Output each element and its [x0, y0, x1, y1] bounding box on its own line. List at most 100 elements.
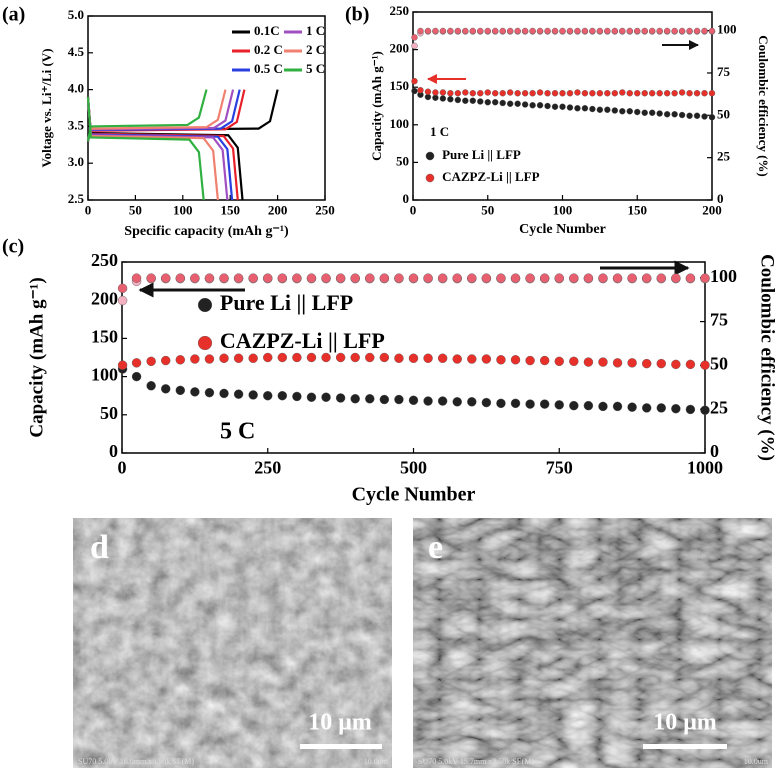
data-point — [447, 90, 454, 97]
data-point — [619, 27, 626, 35]
data-point — [190, 387, 200, 397]
data-point — [554, 356, 564, 367]
image-info-scale: 10.0um — [744, 757, 769, 766]
data-point — [554, 400, 564, 410]
data-point — [685, 404, 696, 415]
data-point — [292, 391, 302, 402]
data-point — [619, 108, 626, 115]
data-point — [611, 27, 619, 35]
plot-frame — [87, 15, 326, 201]
data-point — [627, 402, 637, 412]
data-point — [529, 27, 536, 35]
data-point — [686, 27, 693, 35]
legend-label: 0.1C — [254, 23, 280, 38]
sem-image-d: d 10 μm SU70 5.0kV 16.0mm x9.50k SE(M) 1… — [73, 518, 392, 768]
x-tick-label: 750 — [546, 457, 573, 477]
image-info: SU70 5.0kV 16.0mm x9.50k SE(M) — [78, 757, 194, 766]
data-point — [321, 273, 331, 283]
x-tick-label: 250 — [315, 203, 335, 218]
data-point — [611, 90, 619, 97]
data-point — [432, 89, 439, 96]
data-point — [417, 87, 424, 94]
panel-label: (b) — [345, 4, 369, 26]
data-point — [248, 353, 258, 363]
x-axis-label: Cycle Number — [352, 484, 476, 506]
data-point — [424, 27, 432, 35]
y2-tick-label: 25 — [717, 149, 731, 164]
y-tick-label: 3.5 — [68, 117, 85, 132]
data-point — [219, 273, 229, 283]
data-point — [439, 95, 447, 102]
image-label: e — [428, 529, 443, 566]
data-point — [569, 400, 579, 411]
data-point — [454, 90, 462, 97]
data-point — [612, 273, 623, 283]
data-point — [161, 355, 171, 366]
legend-swatch — [197, 335, 213, 351]
data-point — [596, 106, 604, 113]
data-point — [233, 353, 244, 363]
data-point — [510, 398, 521, 409]
legend-label: 0.2 C — [254, 42, 283, 57]
data-point — [394, 273, 404, 283]
image-info: SU70 5.0kV 15.7mm x3.50k SE(M) — [418, 757, 534, 766]
data-point — [161, 273, 171, 283]
data-point — [598, 273, 608, 283]
data-point — [469, 27, 476, 35]
data-point — [604, 90, 611, 97]
data-point — [452, 273, 462, 283]
legend-label: CAZPZ-Li || LFP — [442, 169, 540, 184]
data-point — [131, 371, 142, 382]
data-point — [481, 397, 492, 408]
data-point — [379, 352, 390, 363]
data-point — [417, 27, 424, 35]
y-tick-label: 4.5 — [68, 44, 85, 59]
data-point — [521, 90, 529, 97]
data-point — [649, 90, 656, 97]
data-point — [671, 27, 678, 35]
data-point — [462, 27, 469, 35]
data-point — [394, 394, 404, 405]
data-point — [477, 27, 484, 35]
data-point — [626, 27, 633, 35]
series-line — [86, 89, 235, 201]
data-point — [700, 405, 710, 415]
data-point — [544, 102, 551, 110]
data-point — [701, 27, 708, 35]
data-point — [529, 90, 536, 97]
x-axis-label: Cycle Number — [519, 222, 606, 237]
data-point — [496, 398, 506, 409]
data-point — [263, 391, 273, 401]
data-point — [554, 273, 564, 283]
data-point — [539, 399, 550, 409]
data-point — [536, 102, 544, 109]
data-point — [663, 111, 671, 118]
data-point — [581, 27, 589, 35]
data-point — [627, 273, 637, 283]
data-point — [589, 105, 596, 113]
data-point — [117, 283, 128, 293]
data-point — [559, 27, 566, 35]
data-point — [671, 111, 678, 118]
data-point — [506, 27, 514, 35]
data-point — [117, 295, 128, 306]
y-tick-label: 3.0 — [68, 154, 84, 169]
data-point — [642, 358, 652, 369]
legend-label: 1 C — [306, 23, 325, 38]
data-point — [574, 89, 581, 96]
data-point — [693, 90, 701, 97]
data-point — [365, 394, 375, 404]
data-point — [544, 27, 551, 35]
data-point — [708, 114, 716, 121]
y-tick-label: 50 — [100, 403, 118, 423]
data-point — [161, 384, 171, 394]
data-point — [566, 27, 574, 35]
data-point — [559, 90, 566, 97]
series-line — [86, 89, 279, 201]
data-point — [175, 355, 186, 365]
legend-swatch — [425, 151, 435, 161]
legend-label: 5 C — [306, 61, 325, 76]
data-point — [539, 355, 550, 366]
data-point — [469, 90, 476, 97]
y-tick-label: 2.5 — [68, 191, 85, 206]
